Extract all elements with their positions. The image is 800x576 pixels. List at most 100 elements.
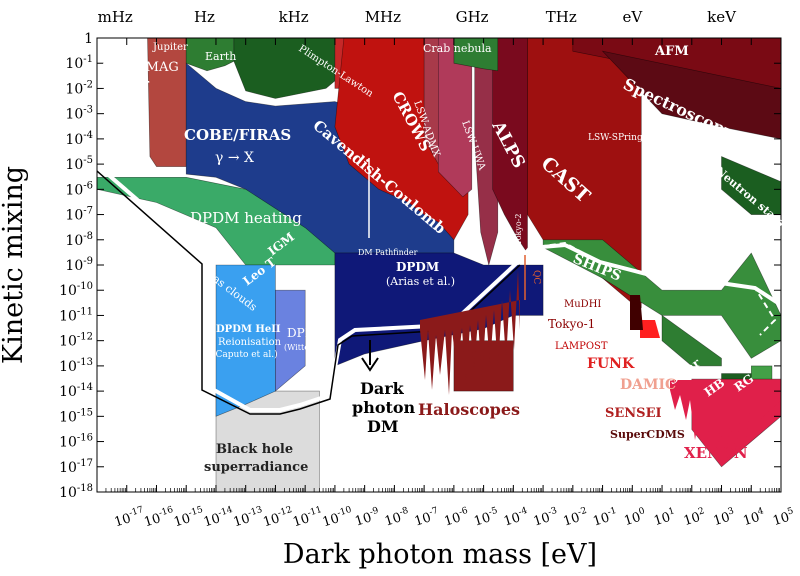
x-tick-label: 10-6: [442, 506, 471, 530]
y-tick-exp: -18: [77, 483, 93, 494]
y-tick-base: 10: [59, 435, 77, 451]
x-tick-labels: 10-1710-1610-1510-1410-1310-1210-1110-10…: [113, 505, 795, 530]
label-dpdm-heii: DPDM HeII: [216, 324, 281, 335]
label-dpdm-witte: DPDM: [287, 326, 327, 340]
y-tick-label: 10-13: [59, 357, 93, 375]
label-lampost: LAMPOST: [555, 341, 608, 352]
x-tick-base: 10: [232, 511, 252, 530]
y-tick-label: 10-9: [65, 256, 93, 274]
region-lsw-admx: [437, 38, 473, 198]
region-spectroscopy: [601, 50, 781, 140]
top-axis-label: keV: [707, 8, 737, 26]
top-axis-label: THz: [546, 8, 577, 26]
y-tick-base: 10: [59, 460, 77, 476]
x-tick-base: 10: [652, 510, 672, 529]
y-tick-base: 10: [59, 384, 77, 400]
x-tick-exp: -1: [606, 506, 617, 518]
x-tick-base: 10: [741, 510, 761, 529]
label-damic: DAMIC: [620, 377, 676, 393]
x-tick-base: 10: [622, 510, 642, 529]
y-tick-base: 10: [65, 208, 83, 224]
label-texono: TEXONO: [645, 157, 691, 168]
label-funk: FUNK: [587, 356, 635, 372]
x-tick-exp: -4: [517, 506, 529, 518]
x-tick-exp: -3: [547, 506, 559, 518]
x-tick-label: 10-9: [353, 506, 382, 530]
label-xenon: XENON: [684, 444, 748, 462]
y-tick-label: 10-17: [59, 458, 93, 476]
xenon-spikes: [670, 380, 781, 460]
label-cobe-firas: COBE/FIRAS: [184, 126, 291, 144]
y-tick-label: 10-15: [59, 407, 93, 425]
x-tick-base: 10: [771, 510, 791, 529]
region-ships: [542, 239, 781, 359]
tokyo1-region: [630, 295, 643, 330]
top-axis-label: mHz: [98, 8, 133, 26]
y-tick-exp: -10: [77, 281, 93, 292]
y-tick-base: 10: [59, 359, 77, 375]
y-tick-base: 10: [65, 81, 83, 97]
top-axis-label: eV: [622, 8, 643, 26]
label-black-hole: Black hole: [216, 442, 293, 457]
x-tick-base: 10: [291, 511, 311, 530]
y-tick-label: 10-10: [59, 281, 93, 299]
y-tick-exp: -2: [83, 79, 93, 90]
x-tick-exp: -2: [577, 506, 588, 518]
label-supermag-2: Jupiter: [102, 77, 150, 92]
label-dm-pathfinder-1: DM Pathfinder: [358, 248, 418, 257]
y-tick-exp: -7: [83, 206, 93, 217]
x-tick-base: 10: [561, 510, 581, 529]
dark-photon-dm-boundary-outline: [97, 170, 521, 415]
region-dpdm-witte-et-al: [275, 289, 306, 392]
label-crab-nebula: Crab nebula: [423, 42, 492, 55]
x-tick-exp: -10: [336, 505, 353, 519]
x-tick-label: 10-3: [531, 506, 560, 530]
label-jupiter: Jupiter: [152, 42, 188, 53]
label-dpdm-arias: DPDM: [396, 260, 439, 274]
x-tick-base: 10: [172, 511, 192, 530]
y-tick-exp: -1: [83, 54, 93, 65]
ships-dashed-line: [529, 241, 777, 336]
y-tick-labels: 110-110-210-310-410-510-610-710-810-910-…: [59, 31, 93, 501]
region-neutron-stars: [721, 156, 781, 215]
y-tick-exp: -12: [77, 332, 93, 343]
x-tick-label: 10-7: [412, 506, 441, 530]
label-gamma-x: γ → X: [215, 150, 254, 166]
x-tick-exp: -8: [398, 506, 410, 518]
x-tick-label: 10-14: [201, 505, 236, 530]
y-tick-exp: -13: [77, 357, 93, 368]
y-tick-exp: -15: [77, 407, 93, 418]
label-dark: Dark: [360, 379, 405, 398]
x-tick-base: 10: [502, 510, 522, 529]
funk-region: [640, 320, 660, 338]
y-tick-label: 10-16: [59, 433, 93, 451]
x-tick-base: 10: [142, 511, 162, 530]
x-tick-label: 10-11: [291, 505, 326, 530]
x-tick-exp: -11: [306, 505, 323, 519]
x-tick-label: 10-15: [172, 505, 207, 530]
label-photon: photon: [352, 398, 416, 417]
x-tick-exp: -17: [128, 505, 145, 519]
y-tick-label: 1: [84, 31, 93, 47]
x-tick-base: 10: [413, 510, 433, 529]
y-tick-label: 10-6: [65, 180, 93, 198]
region-black-hole-superradiance: [215, 390, 320, 492]
x-tick-exp: -15: [187, 505, 204, 519]
x-tick-exp: 0: [638, 506, 647, 517]
y-tick-label: 10-12: [59, 332, 93, 350]
x-tick-exp: -6: [458, 506, 470, 518]
x-tick-base: 10: [472, 510, 492, 529]
y-tick-base: 10: [65, 157, 83, 173]
x-tick-label: 10-12: [261, 505, 296, 530]
x-tick-base: 10: [682, 510, 702, 529]
dm-arrow: [361, 340, 379, 372]
x-tick-label: 10-10: [320, 505, 355, 530]
y-tick-label: 10-11: [59, 306, 93, 324]
label-sensei: SENSEI: [605, 406, 662, 421]
y-tick-label: 10-8: [65, 231, 93, 249]
y-tick-label: 10-14: [59, 382, 93, 400]
y-tick-exp: -4: [83, 130, 93, 141]
label-dpdm-heating: DPDM heating: [190, 209, 302, 227]
label-tokyo2: Tokyo-2: [514, 213, 523, 245]
